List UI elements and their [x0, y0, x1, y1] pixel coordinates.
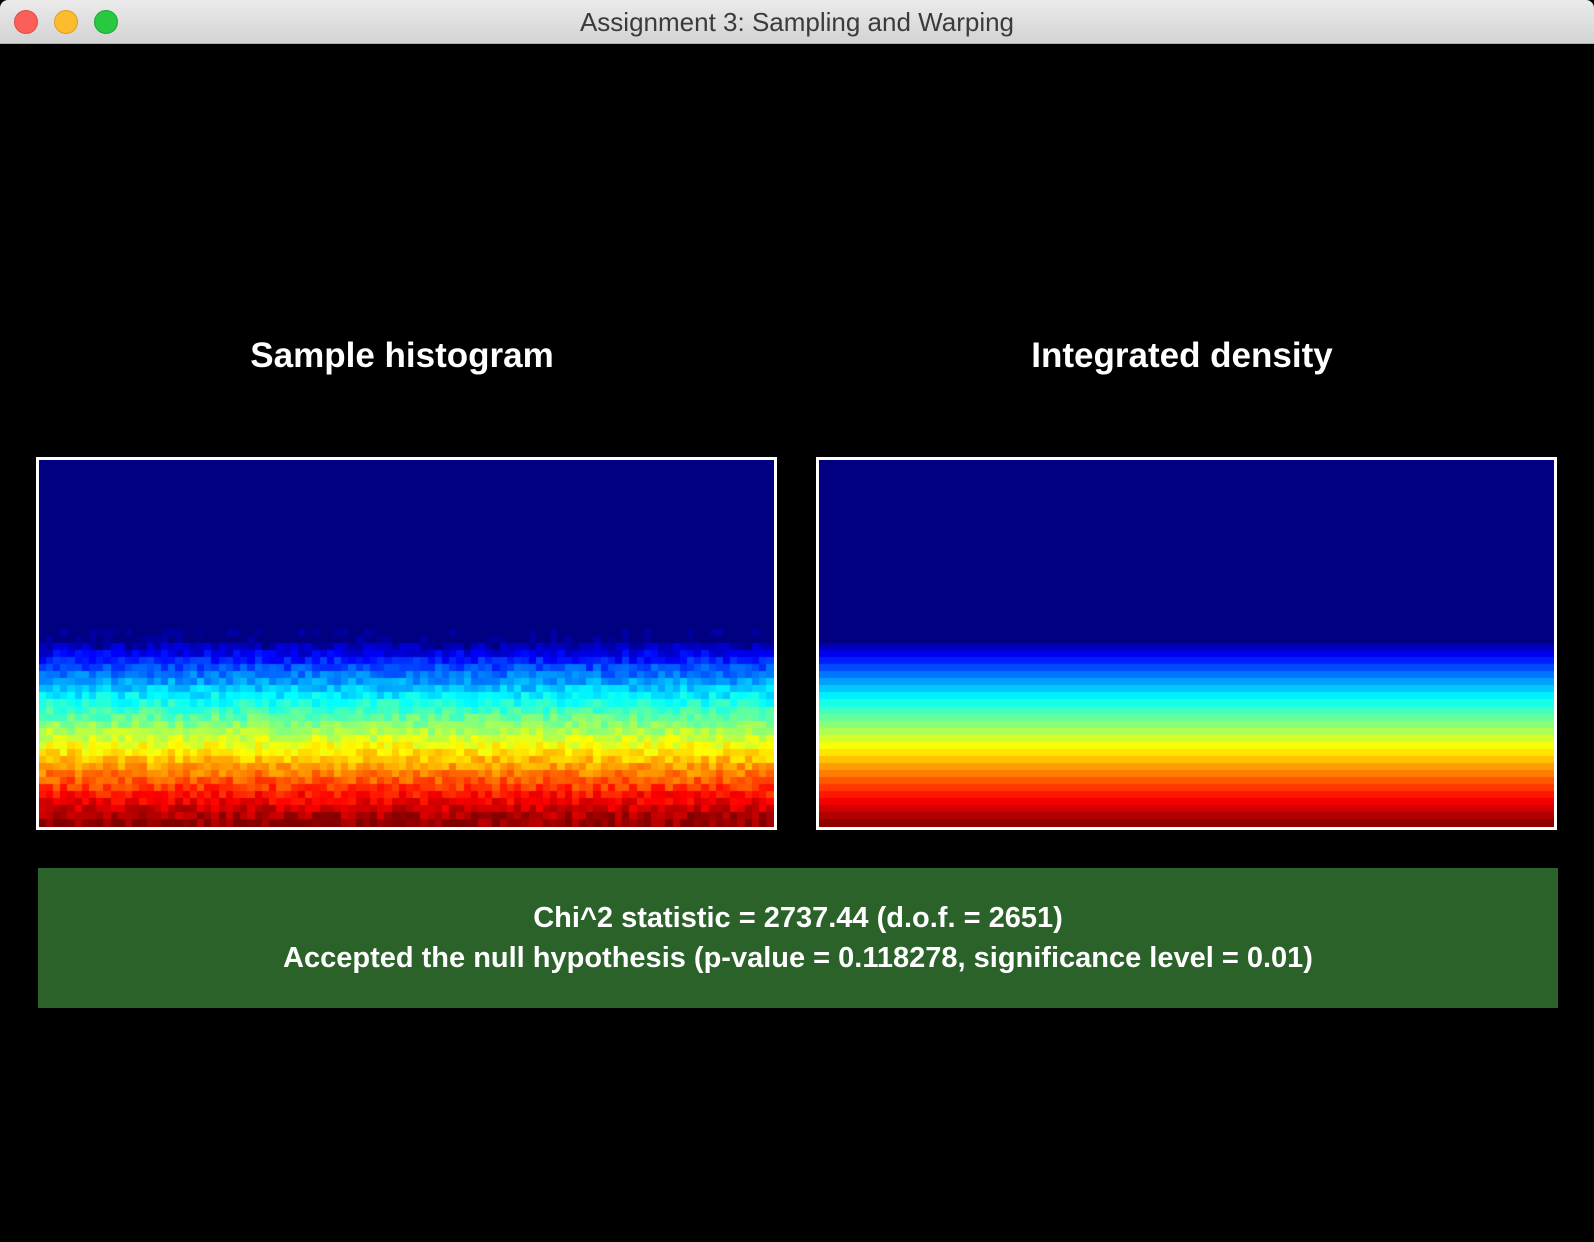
- minimize-window-button[interactable]: [54, 10, 78, 34]
- integrated-density-canvas: [819, 460, 1554, 827]
- chi-square-statistic-text: Chi^2 statistic = 2737.44 (d.o.f. = 2651…: [533, 902, 1063, 934]
- window-titlebar[interactable]: Assignment 3: Sampling and Warping: [0, 0, 1594, 44]
- sample-histogram-title: Sample histogram: [250, 336, 554, 375]
- zoom-window-button[interactable]: [94, 10, 118, 34]
- chi-square-result-panel: Chi^2 statistic = 2737.44 (d.o.f. = 2651…: [38, 868, 1558, 1008]
- integrated-density-heatmap: [816, 457, 1557, 830]
- sample-histogram-canvas: [39, 460, 774, 827]
- hypothesis-result-text: Accepted the null hypothesis (p-value = …: [283, 942, 1313, 974]
- integrated-density-title: Integrated density: [1031, 336, 1333, 375]
- window-title: Assignment 3: Sampling and Warping: [579, 7, 1015, 37]
- sample-histogram-heatmap: [36, 457, 777, 830]
- close-window-button[interactable]: [14, 10, 38, 34]
